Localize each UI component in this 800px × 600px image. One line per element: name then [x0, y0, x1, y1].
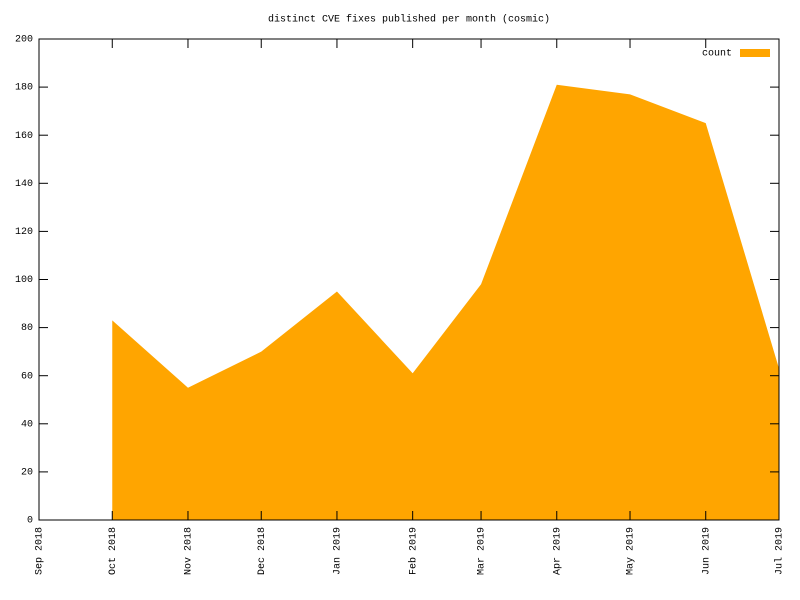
x-tick-label: Mar 2019 [477, 527, 488, 575]
y-tick-label: 120 [15, 227, 33, 238]
y-tick-label: 200 [15, 35, 33, 46]
y-tick-label: 20 [21, 468, 33, 479]
x-tick-label: Jul 2019 [774, 527, 786, 575]
y-tick-label: 160 [15, 131, 33, 142]
area [112, 84, 779, 520]
x-tick-label: May 2019 [626, 527, 637, 575]
y-tick-label: 180 [15, 83, 33, 94]
x-tick-label: Oct 2018 [108, 527, 119, 575]
y-tick-label: 40 [21, 419, 33, 430]
y-tick-label: 60 [21, 371, 33, 382]
y-tick-label: 100 [15, 275, 33, 286]
legend-label: count [702, 49, 732, 60]
x-tick-label: Dec 2018 [257, 527, 268, 575]
chart-title: distinct CVE fixes published per month (… [268, 14, 550, 26]
x-tick-label: Jan 2019 [333, 527, 344, 575]
legend-swatch [740, 49, 770, 57]
x-tick-label: Feb 2019 [407, 527, 419, 575]
y-tick-label: 140 [15, 179, 33, 190]
x-tick-label: Apr 2019 [552, 527, 563, 575]
x-tick-label: Sep 2018 [35, 527, 46, 575]
x-tick-label: Nov 2018 [184, 527, 195, 575]
y-tick-label: 0 [27, 516, 33, 527]
x-tick-label: Jun 2019 [701, 527, 712, 575]
y-tick-label: 80 [21, 323, 33, 334]
